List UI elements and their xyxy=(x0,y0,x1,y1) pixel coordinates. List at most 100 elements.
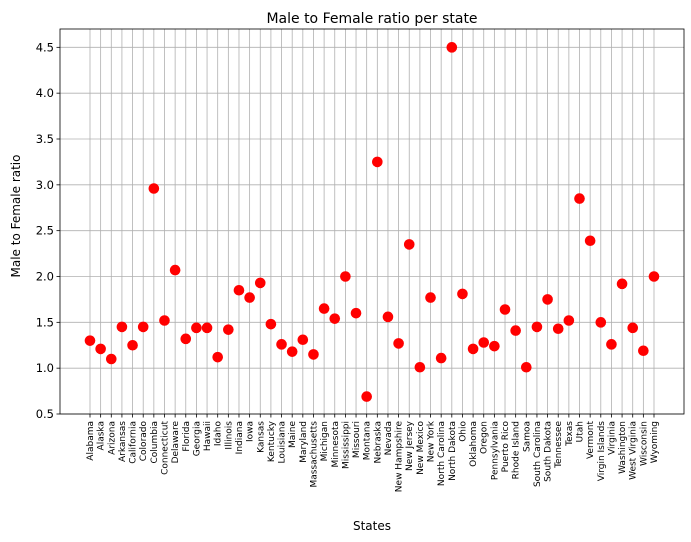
chart-title: Male to Female ratio per state xyxy=(266,11,477,27)
data-point xyxy=(584,235,596,247)
x-tick-label: Vermont xyxy=(586,421,596,460)
x-tick-label: Missouri xyxy=(352,421,362,458)
x-tick-label: Rhode Island xyxy=(512,421,522,479)
x-tick-label: Texas xyxy=(565,421,575,447)
data-point xyxy=(95,343,106,355)
data-point xyxy=(446,42,458,53)
data-point xyxy=(478,337,490,348)
y-tick-label: 4.5 xyxy=(36,40,54,54)
data-point xyxy=(244,292,255,303)
x-tick-label: Delaware xyxy=(171,421,181,464)
data-point xyxy=(638,345,649,357)
data-point xyxy=(489,340,500,352)
data-point xyxy=(627,322,639,334)
data-point xyxy=(382,311,394,323)
plot-frame xyxy=(59,28,685,415)
x-tick-label: New Mexico xyxy=(416,421,426,475)
data-point xyxy=(116,321,128,333)
x-tick-label: Wyoming xyxy=(650,421,660,463)
y-tick-label: 1.0 xyxy=(36,361,54,375)
data-point xyxy=(606,339,617,350)
data-point xyxy=(127,339,138,351)
data-point xyxy=(414,361,426,373)
x-tick-label: North Dakota xyxy=(448,421,458,481)
x-tick-label: Alaska xyxy=(97,421,107,450)
x-tick-label: Arkansas xyxy=(118,421,128,462)
y-tick-label: 3.5 xyxy=(36,132,54,146)
data-point xyxy=(616,278,628,290)
data-point xyxy=(552,323,564,335)
x-tick-label: Oregon xyxy=(480,421,490,454)
x-axis-label: States xyxy=(353,519,391,533)
x-tick-label: Georgia xyxy=(192,421,202,456)
data-point xyxy=(254,277,266,289)
data-point xyxy=(542,294,553,305)
data-point xyxy=(521,361,532,373)
x-tick-label: Indiana xyxy=(235,421,245,454)
x-tick-label: Montana xyxy=(363,421,373,460)
x-tick-label: Alabama xyxy=(86,421,96,461)
x-tick-label: Colorado xyxy=(139,421,149,462)
data-point xyxy=(297,334,309,346)
x-tick-label: Massachusetts xyxy=(309,421,319,488)
data-point xyxy=(84,335,96,346)
x-tick-label: Oklahoma xyxy=(469,421,479,467)
data-point xyxy=(169,264,181,276)
x-tick-label: Michigan xyxy=(320,421,330,461)
y-tick-label: 4.0 xyxy=(36,86,54,100)
data-point xyxy=(180,333,192,345)
x-tick-label: Arizona xyxy=(107,421,117,455)
data-point xyxy=(563,315,575,326)
data-point xyxy=(137,321,149,333)
data-point xyxy=(276,339,287,350)
x-tick-label: Kansas xyxy=(256,421,266,453)
data-point xyxy=(425,292,436,303)
data-point xyxy=(340,271,351,282)
data-point xyxy=(159,315,170,326)
x-tick-label: Iowa xyxy=(246,421,256,442)
data-point xyxy=(403,239,415,250)
x-tick-label: Illinois xyxy=(224,421,234,450)
y-tick-label: 2.5 xyxy=(36,224,54,238)
x-axis: Alabama Alaska Arizona Arkansas California Co… xyxy=(86,414,660,492)
y-tick-label: 3.0 xyxy=(36,178,54,192)
x-tick-label: Washington xyxy=(618,421,628,474)
y-tick-label: 1.5 xyxy=(36,315,54,329)
x-tick-label: Idaho xyxy=(214,421,224,447)
x-tick-label: Kentucky xyxy=(267,420,277,462)
data-point xyxy=(212,351,223,363)
data-point xyxy=(265,318,277,330)
x-tick-label: Virginia xyxy=(607,421,617,455)
data-point xyxy=(531,321,543,333)
x-tick-label: Ohio xyxy=(458,421,468,442)
x-tick-label: Columbia xyxy=(150,421,160,464)
data-point xyxy=(574,193,585,204)
grid-lines xyxy=(60,29,684,415)
x-tick-label: North Carolina xyxy=(437,421,447,486)
x-tick-label: West Virginia xyxy=(629,421,639,480)
data-point xyxy=(191,322,202,334)
x-tick-label: Samoa xyxy=(522,421,532,452)
x-tick-label: Minnesota xyxy=(331,421,341,467)
data-points xyxy=(84,42,660,402)
y-axis-label: Male to Female ratio xyxy=(9,155,23,278)
data-point xyxy=(233,284,245,296)
x-tick-label: South Dakota xyxy=(544,421,554,482)
data-point xyxy=(361,391,372,402)
x-tick-label: Maryland xyxy=(299,421,309,463)
data-point xyxy=(148,183,160,194)
x-tick-label: Utah xyxy=(576,421,586,442)
x-tick-label: Nebraska xyxy=(373,421,383,463)
x-tick-label: New Jersey xyxy=(405,420,415,471)
data-point xyxy=(435,352,447,364)
data-point xyxy=(329,313,341,324)
data-point xyxy=(510,325,521,336)
data-point xyxy=(286,346,298,357)
data-point xyxy=(595,317,607,328)
x-tick-label: Hawaii xyxy=(203,421,213,451)
data-point xyxy=(201,322,213,334)
x-tick-label: Virgin Islands xyxy=(597,421,607,482)
x-tick-label: Pennsylvania xyxy=(490,421,500,480)
x-tick-label: California xyxy=(129,421,139,464)
